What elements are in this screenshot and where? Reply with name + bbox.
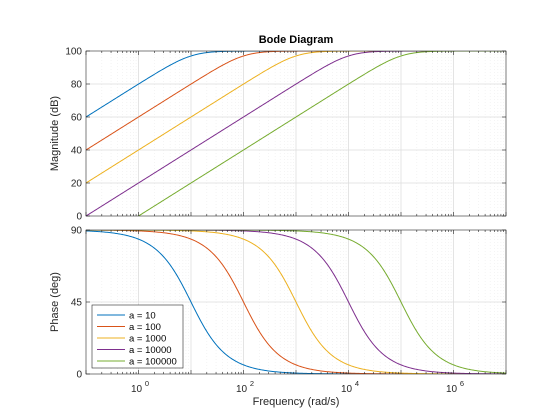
y-tick-label: 60 [71, 113, 83, 124]
chart-title: Bode Diagram [259, 34, 334, 46]
magnitude-grid [86, 51, 506, 216]
y-tick-label: 40 [71, 146, 83, 157]
x-tick-label: 10 [236, 384, 248, 395]
magnitude-series-line [86, 51, 506, 118]
phase-panel: 0 45 90 Phase (deg) [49, 226, 507, 381]
y-tick-label: 0 [76, 212, 82, 223]
legend-entry-label: a = 100 [129, 322, 161, 333]
y-tick-label: 80 [71, 80, 83, 91]
y-tick-label: 0 [76, 370, 82, 381]
y-tick-label: 100 [65, 47, 82, 58]
y-tick-label: 90 [71, 226, 83, 237]
x-tick-label: 10 [446, 384, 458, 395]
magnitude-series-line [86, 51, 506, 184]
x-tick-exponent: 0 [145, 379, 149, 388]
legend-entry-label: a = 1000 [129, 333, 166, 344]
magnitude-series-line [137, 51, 506, 216]
magnitude-series-line [86, 51, 506, 216]
x-tick-label: 10 [341, 384, 353, 395]
x-tick-exponent: 6 [460, 379, 464, 388]
x-tick-label: 10 [131, 384, 143, 395]
y-tick-label: 45 [71, 298, 83, 309]
phase-ticks: 0 45 90 [71, 226, 507, 381]
legend-entry-label: a = 100000 [129, 356, 177, 367]
legend-entry-label: a = 10 [129, 310, 156, 321]
x-tick-exponent: 4 [355, 379, 359, 388]
phase-ylabel: Phase (deg) [49, 272, 61, 332]
y-tick-label: 20 [71, 179, 83, 190]
x-tick-exponent: 2 [250, 379, 254, 388]
magnitude-ticks: 0 20 40 60 80 100 [65, 47, 507, 223]
magnitude-panel: 0 20 40 60 80 100 Magnitude (dB) [49, 47, 507, 223]
legend-entry-label: a = 10000 [129, 345, 172, 356]
x-axis-label: Frequency (rad/s) [253, 396, 340, 408]
magnitude-ylabel: Magnitude (dB) [49, 96, 61, 171]
